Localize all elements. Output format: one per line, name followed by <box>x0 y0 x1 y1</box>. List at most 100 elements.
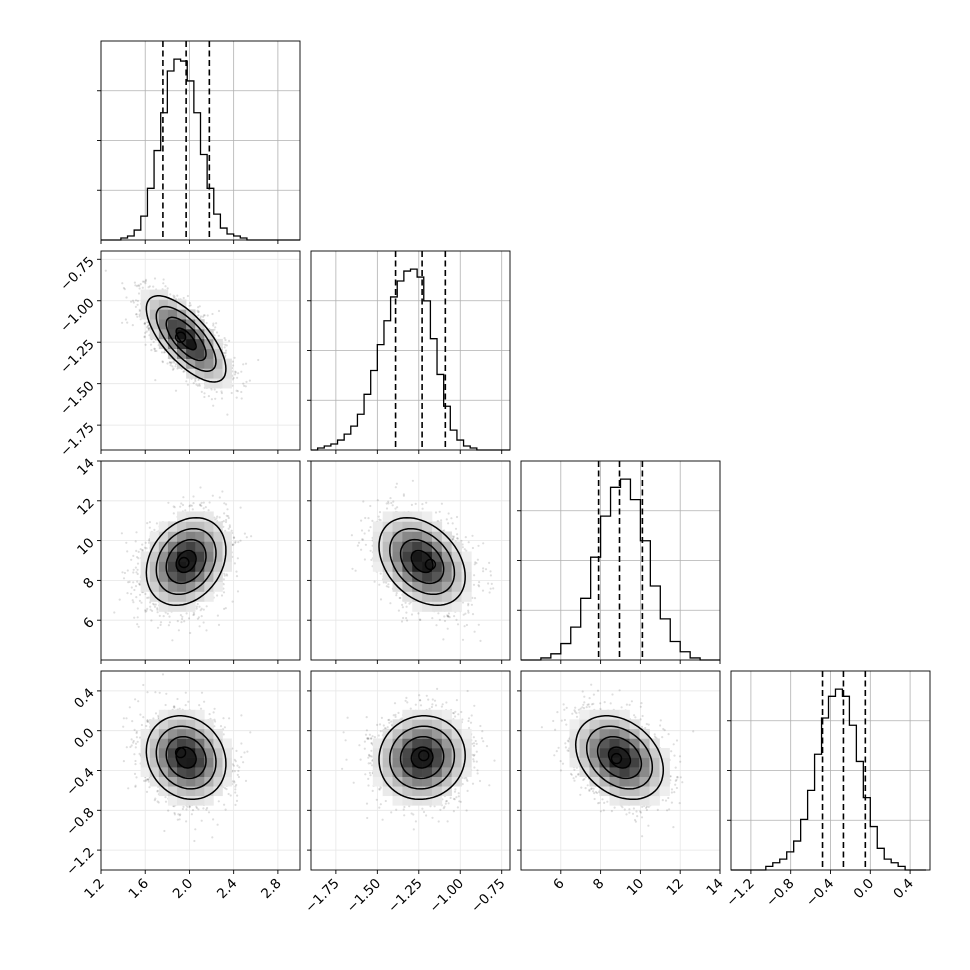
sample-point <box>199 504 202 507</box>
density-cell <box>177 338 187 350</box>
sample-point <box>126 550 129 553</box>
hist-panel-2 <box>517 460 721 664</box>
sample-point <box>138 310 141 313</box>
density-cell <box>186 358 196 369</box>
sample-point <box>183 620 186 623</box>
sample-point <box>194 380 197 383</box>
density-cell <box>167 338 178 350</box>
sample-point <box>137 292 141 295</box>
sample-point <box>164 285 167 288</box>
sample-point <box>226 413 229 416</box>
sample-point <box>236 557 239 560</box>
sample-point <box>147 596 150 599</box>
sample-point <box>171 368 175 371</box>
sample-point <box>134 585 138 588</box>
density-cell <box>195 358 205 369</box>
density-cell <box>158 329 169 340</box>
sample-point <box>223 346 226 349</box>
sample-point <box>131 324 134 327</box>
histogram-2 <box>521 478 720 661</box>
sample-point <box>130 558 133 561</box>
density-cell <box>204 329 214 340</box>
density-cell <box>177 329 187 340</box>
sample-point <box>121 282 124 285</box>
sample-point <box>144 278 148 281</box>
sample-point <box>186 294 189 298</box>
sample-point <box>136 623 139 626</box>
sample-point <box>147 541 151 544</box>
sample-point <box>196 309 199 312</box>
density-cell <box>222 368 232 379</box>
sample-point <box>133 588 136 592</box>
hist-panel-3 <box>727 670 931 874</box>
sample-point <box>146 324 150 328</box>
sample-point <box>197 616 200 619</box>
sample-point <box>206 314 209 317</box>
sample-point <box>139 548 142 551</box>
sample-point <box>174 363 178 366</box>
sample-point <box>213 334 216 337</box>
sample-point <box>242 382 245 385</box>
density-cell <box>195 338 205 350</box>
sample-point <box>234 371 237 374</box>
sample-point <box>138 284 141 287</box>
joint-panel-0-1 <box>97 250 301 454</box>
sample-point <box>144 541 147 544</box>
sample-point <box>226 508 229 511</box>
sample-point <box>122 286 125 290</box>
sample-point <box>225 344 228 347</box>
sample-point <box>161 360 164 363</box>
sample-point <box>144 343 147 346</box>
sample-point <box>144 592 147 596</box>
density-cell <box>204 338 214 350</box>
sample-point <box>207 395 210 398</box>
sample-point <box>200 504 203 507</box>
sample-point <box>236 390 239 393</box>
sample-point <box>150 619 153 622</box>
sample-point <box>148 285 151 288</box>
sample-point <box>220 390 223 393</box>
sample-point <box>222 587 225 590</box>
sample-point <box>143 336 146 339</box>
sample-point <box>173 506 176 509</box>
sample-point <box>113 611 116 614</box>
sample-point <box>202 621 205 624</box>
density-cell <box>195 368 205 379</box>
sample-point <box>137 625 140 628</box>
sample-point <box>196 617 199 620</box>
sample-point <box>133 616 136 619</box>
sample-point <box>212 324 215 327</box>
sample-point <box>135 313 138 316</box>
sample-point <box>136 299 139 302</box>
sample-point <box>230 529 233 532</box>
axes-frame-0-1 <box>100 250 301 451</box>
sample-point <box>125 541 128 544</box>
sample-point <box>138 583 141 586</box>
sample-point <box>151 609 154 613</box>
sample-point <box>198 625 201 628</box>
sample-point <box>224 607 227 610</box>
sample-point <box>149 608 152 611</box>
sample-point <box>187 617 191 620</box>
sample-point <box>232 543 235 546</box>
sample-point <box>200 501 203 504</box>
sample-point <box>182 296 185 300</box>
sample-point <box>188 304 191 307</box>
density-cell <box>167 329 178 340</box>
sample-point <box>135 531 138 534</box>
sample-point <box>200 390 203 393</box>
sample-point <box>244 385 247 388</box>
sample-point <box>213 518 217 521</box>
sample-point <box>208 501 211 504</box>
sample-point <box>132 568 135 571</box>
sample-point <box>199 317 202 320</box>
sample-point <box>220 397 224 400</box>
density-cell <box>195 329 205 340</box>
sample-point <box>146 326 149 329</box>
sample-point <box>198 305 201 308</box>
sample-point <box>215 322 218 325</box>
sample-point <box>164 611 167 614</box>
sample-point <box>192 502 195 505</box>
sample-point <box>242 363 245 366</box>
density-cell <box>177 319 187 330</box>
